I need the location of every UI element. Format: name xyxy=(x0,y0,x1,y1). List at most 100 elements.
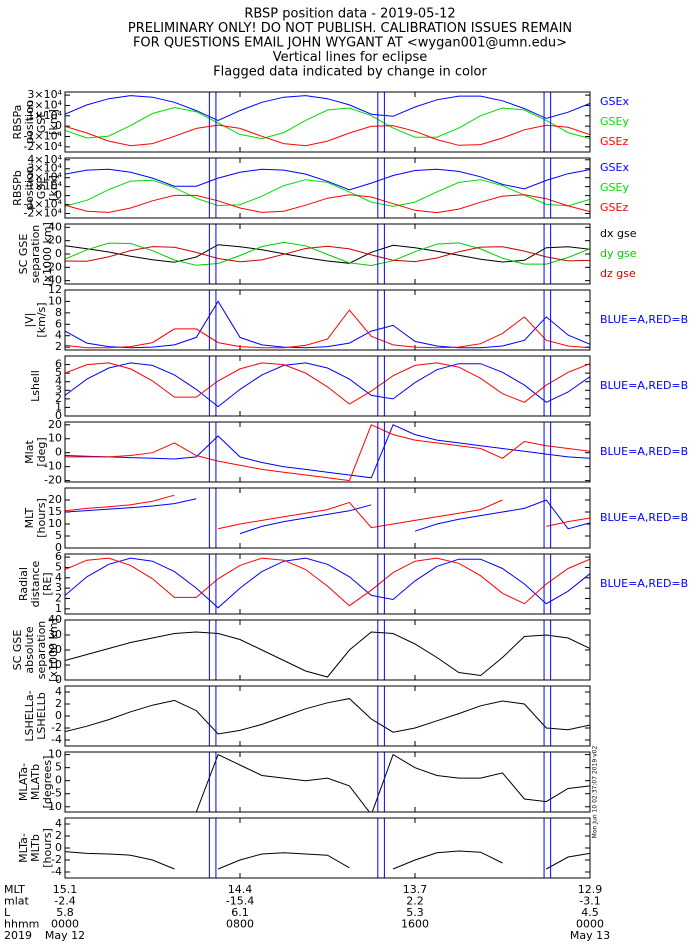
y-tick-label: -20 xyxy=(44,474,62,487)
y-tick-label: 2×10⁴ xyxy=(27,98,62,111)
table-row-label: 2019 xyxy=(4,929,32,942)
data-line xyxy=(65,498,590,535)
data-line xyxy=(65,179,590,207)
y-axis-label: MLATb xyxy=(29,764,42,800)
y-tick-label: -2×10⁴ xyxy=(23,207,62,220)
y-axis-label: LSHELLa- xyxy=(23,690,36,741)
y-tick-label: 0 xyxy=(55,247,62,260)
y-tick-label: 2×10⁴ xyxy=(27,171,62,184)
data-line xyxy=(65,494,590,530)
date-label: May 12 xyxy=(45,929,85,942)
y-tick-label: 1 xyxy=(55,400,62,413)
y-tick-label: -1×10⁴ xyxy=(23,198,62,211)
table-value: 5.3 xyxy=(406,906,424,919)
chart-title: Flagged data indicated by change in colo… xyxy=(213,65,487,80)
y-axis-label: MLT xyxy=(23,507,36,528)
data-line xyxy=(65,362,590,408)
y-tick-label: -2×10⁴ xyxy=(23,140,62,153)
y-axis-label: distance xyxy=(29,560,42,607)
y-tick-label: 3×10⁴ xyxy=(27,88,62,101)
y-axis-label: absolute xyxy=(23,626,36,674)
y-tick-label: 5 xyxy=(55,529,62,542)
y-tick-label: -2 xyxy=(51,853,62,866)
y-tick-label: 20 xyxy=(48,643,62,656)
legend-label: GSEy xyxy=(600,181,629,194)
y-tick-label: -1×10⁴ xyxy=(23,129,62,142)
data-line xyxy=(65,106,590,140)
y-tick-label: 4×10⁴ xyxy=(27,153,62,166)
y-tick-label: 10 xyxy=(48,432,62,445)
panel-frame xyxy=(64,289,591,351)
y-tick-label: 0 xyxy=(55,119,62,132)
y-axis-label: [x1000 km] xyxy=(41,222,54,286)
y-axis-label: MLATa- xyxy=(17,763,30,801)
table-value: 6.1 xyxy=(231,906,249,919)
y-axis-label: LSHELLb xyxy=(35,692,48,740)
y-axis-label: [degrees] xyxy=(41,756,54,809)
y-tick-label: -5 xyxy=(51,787,62,800)
legend-label: BLUE=A,RED=B xyxy=(600,313,688,326)
y-tick-label: 0 xyxy=(55,446,62,459)
legend-label: BLUE=A,RED=B xyxy=(600,577,688,590)
y-tick-label: 1 xyxy=(55,602,62,615)
data-line xyxy=(192,753,590,812)
data-line xyxy=(65,698,590,735)
data-line xyxy=(65,245,590,263)
table-value: 12.9 xyxy=(578,883,603,896)
table-row-label: hhmm xyxy=(4,918,39,931)
y-tick-label: 15 xyxy=(48,505,62,518)
y-axis-label: Radial xyxy=(17,567,30,601)
x-tick-label: 0800 xyxy=(226,918,254,931)
y-axis-label: RBSPb xyxy=(11,170,24,206)
y-tick-label: -2 xyxy=(51,721,62,734)
table-value: 13.7 xyxy=(403,883,428,896)
y-tick-label: 3 xyxy=(55,383,62,396)
y-tick-label: 2 xyxy=(55,829,62,842)
panel-frame xyxy=(64,619,591,681)
panel: 0 10 20 30 40 SC GSE absolute separation [x1000 … xyxy=(11,613,591,686)
y-axis-label: [hours] xyxy=(41,828,54,868)
data-line xyxy=(65,362,590,405)
y-tick-label: -4 xyxy=(51,733,62,746)
y-tick-label: 10 xyxy=(48,517,62,530)
y-axis-label: GSE xyxy=(35,177,48,200)
y-axis-label: [hours] xyxy=(35,498,48,538)
panel-frame xyxy=(64,223,591,285)
table-row-label: L xyxy=(4,906,11,919)
y-tick-label: 3 xyxy=(55,581,62,594)
data-line xyxy=(65,124,590,147)
y-tick-label: 20 xyxy=(48,493,62,506)
y-axis-label: RBSPa xyxy=(11,105,24,140)
panel-frame xyxy=(64,751,591,813)
y-axis-label: [deg] xyxy=(35,437,48,466)
data-line xyxy=(65,309,590,349)
chart-title: PRELIMINARY ONLY! DO NOT PUBLISH. CALIBR… xyxy=(128,21,572,36)
y-axis-label: GSE xyxy=(35,111,48,134)
y-tick-label: 4 xyxy=(55,571,62,584)
y-axis-label: [km] xyxy=(47,109,60,135)
x-tick-label: 0000 xyxy=(576,918,604,931)
y-axis-label: SC GSE xyxy=(11,630,24,671)
y-tick-label: 4 xyxy=(55,375,62,388)
panel-frame xyxy=(64,355,591,417)
table-value: -15.4 xyxy=(226,895,254,908)
y-tick-label: -10 xyxy=(44,460,62,473)
legend-label: dx gse xyxy=(600,227,637,240)
legend-label: BLUE=A,RED=B xyxy=(600,445,688,458)
y-tick-label: 2 xyxy=(55,340,62,353)
y-tick-label: 5 xyxy=(55,560,62,573)
panel-frame xyxy=(64,91,591,153)
data-line xyxy=(65,168,590,191)
table-value: 4.5 xyxy=(581,906,599,919)
panel-frame xyxy=(64,685,591,747)
legend-label: BLUE=A,RED=B xyxy=(600,379,688,392)
y-axis-label: MLTb xyxy=(29,834,42,862)
y-tick-label: 6 xyxy=(55,317,62,330)
